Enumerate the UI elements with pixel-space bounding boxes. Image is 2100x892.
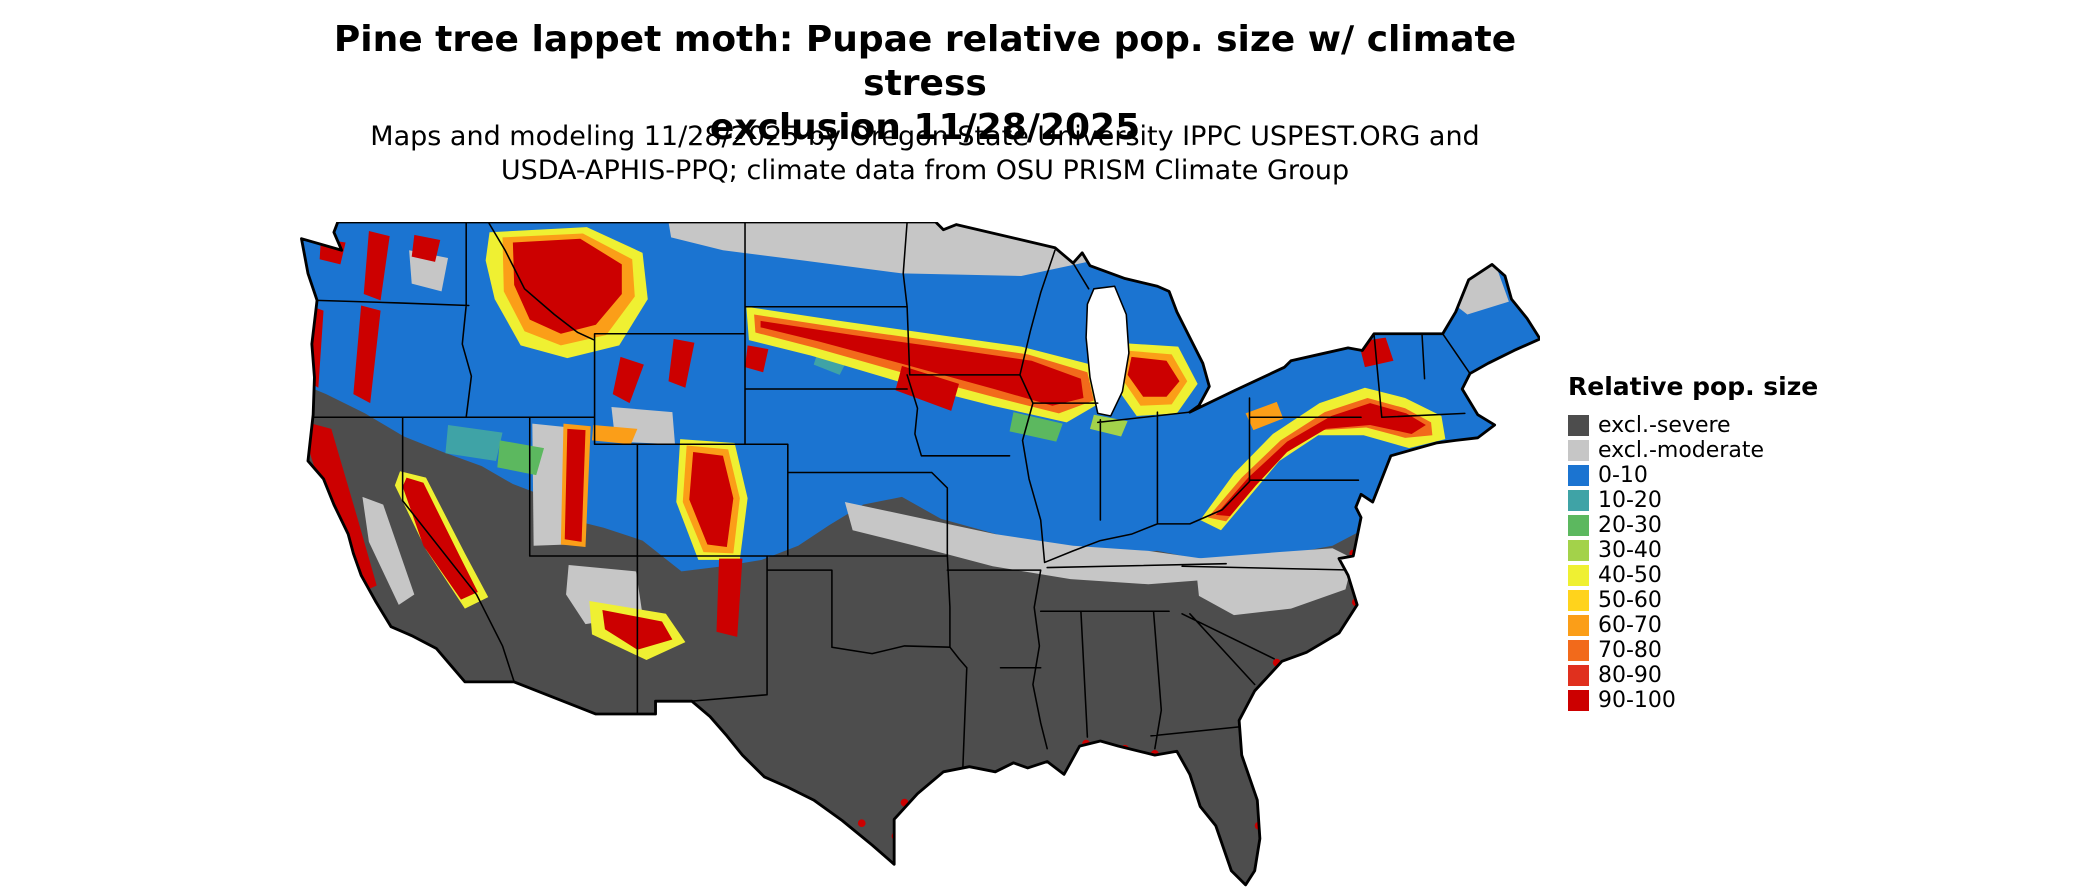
map-title: Pine tree lappet moth: Pupae relative po…	[300, 18, 1550, 150]
legend-item: 20-30	[1568, 513, 1818, 538]
raster-patch	[353, 305, 381, 404]
raster-patch	[564, 428, 586, 542]
legend-label: 0-10	[1598, 463, 1648, 488]
legend-swatch	[1568, 665, 1589, 686]
raster-patch	[1208, 397, 1433, 522]
raster-patch	[895, 365, 959, 411]
legend-item: 50-60	[1568, 588, 1818, 613]
legend-label: excl.-moderate	[1598, 438, 1764, 463]
legend-swatch	[1568, 465, 1589, 486]
legend-item: excl.-moderate	[1568, 438, 1818, 463]
raster-patch	[1215, 403, 1426, 517]
legend-swatch	[1568, 690, 1589, 711]
legend-label: excl.-severe	[1598, 413, 1731, 438]
lake-michigan	[1086, 286, 1129, 416]
raster-patch	[362, 496, 415, 605]
raster-patch	[1127, 356, 1180, 397]
legend-label: 60-70	[1598, 613, 1662, 638]
title-line-2: exclusion 11/28/2025	[709, 106, 1141, 148]
subtitle-line-1: Maps and modeling 11/28/2025 by Oregon S…	[370, 121, 1480, 152]
legend-item: 30-40	[1568, 538, 1818, 563]
raster-patch	[844, 502, 1216, 585]
us-risk-map	[295, 222, 1540, 890]
raster-patch	[745, 345, 769, 373]
legend-item: excl.-severe	[1568, 413, 1818, 438]
legend-item: 70-80	[1568, 638, 1818, 663]
map-subtitle: Maps and modeling 11/28/2025 by Oregon S…	[300, 120, 1550, 188]
raster-patch	[1245, 401, 1284, 431]
legend-swatch	[1568, 440, 1589, 461]
legend-item: 60-70	[1568, 613, 1818, 638]
raster-patch	[668, 338, 695, 388]
raster-patch	[363, 230, 390, 301]
legend-label: 30-40	[1598, 538, 1662, 563]
legend-swatch	[1568, 415, 1589, 436]
legend-label: 10-20	[1598, 488, 1662, 513]
raster-patch	[411, 234, 441, 262]
legend-label: 90-100	[1598, 688, 1676, 713]
raster-patch	[668, 222, 1094, 276]
raster-patch	[612, 356, 644, 404]
raster-speck	[857, 819, 866, 828]
legend-item: 80-90	[1568, 663, 1818, 688]
legend-swatch	[1568, 590, 1589, 611]
raster-patch	[760, 320, 1084, 406]
state-borders	[311, 222, 1471, 768]
legend-item: 90-100	[1568, 688, 1818, 713]
legend-label: 40-50	[1598, 563, 1662, 588]
legend-item: 0-10	[1568, 463, 1818, 488]
legend-swatch	[1568, 565, 1589, 586]
raster-patch	[689, 451, 734, 548]
us-map-svg	[300, 222, 1540, 887]
subtitle-line-2: USDA-APHIS-PPQ; climate data from OSU PR…	[500, 154, 1350, 186]
map-legend: Relative pop. size excl.-severe excl.-mod…	[1568, 372, 1818, 713]
raster-patch	[512, 238, 622, 334]
legend-label: 20-30	[1598, 513, 1662, 538]
raster-patch	[716, 558, 743, 637]
legend-label: 70-80	[1598, 638, 1662, 663]
raster-patch	[591, 424, 638, 445]
legend-item: 10-20	[1568, 488, 1818, 513]
raster-patch	[306, 423, 377, 594]
legend-items: excl.-severe excl.-moderate 0-10 10-20 20-30…	[1568, 413, 1818, 713]
legend-swatch	[1568, 490, 1589, 511]
legend-label: 50-60	[1598, 588, 1662, 613]
legend-label: 80-90	[1598, 663, 1662, 688]
legend-swatch	[1568, 515, 1589, 536]
raster-patch	[497, 440, 544, 476]
legend-item: 40-50	[1568, 563, 1818, 588]
raster-patch	[1195, 548, 1354, 616]
legend-swatch	[1568, 615, 1589, 636]
legend-swatch	[1568, 640, 1589, 661]
raster-patch	[402, 477, 478, 600]
lake-michigan-shore	[1085, 285, 1130, 417]
raster-high-risk-regions	[304, 227, 1446, 840]
raster-patch	[1009, 412, 1063, 442]
title-line-1: Pine tree lappet moth: Pupae relative po…	[333, 19, 1517, 104]
raster-excl-moderate-patches	[362, 222, 1509, 625]
us-outline	[300, 222, 1540, 887]
legend-title: Relative pop. size	[1568, 372, 1819, 401]
legend-swatch	[1568, 540, 1589, 561]
raster-patch	[445, 424, 503, 461]
raster-patch	[409, 250, 449, 292]
